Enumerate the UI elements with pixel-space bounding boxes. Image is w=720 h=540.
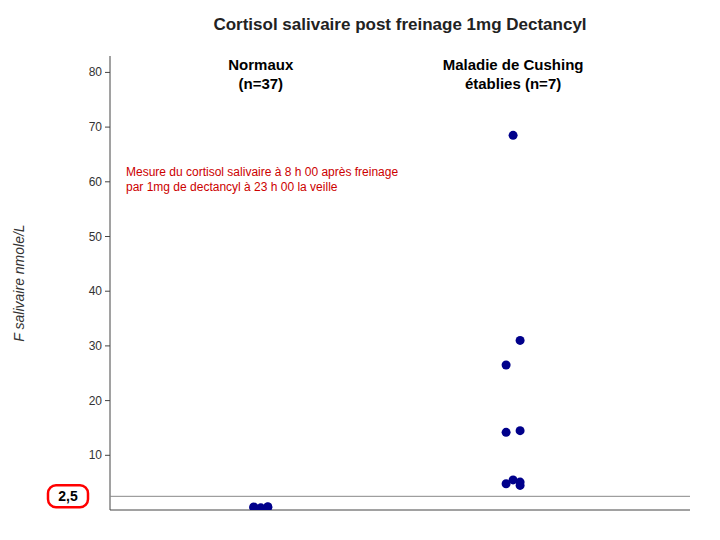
y-tick-label: 10 [89,448,103,462]
y-tick-label: 60 [89,175,103,189]
point [502,428,511,437]
chart: Cortisol salivaire post freinage 1mg Dec… [0,0,720,540]
y-tick-label: 30 [89,339,103,353]
annotation-line: par 1mg de dectancyl à 23 h 00 la veille [126,180,338,194]
category-label-line: Normaux [228,56,294,73]
y-tick-label: 70 [89,120,103,134]
annotation: Mesure du cortisol salivaire à 8 h 00 ap… [126,165,398,194]
y-tick-label: 40 [89,284,103,298]
point [516,481,525,490]
y-axis-label: F salivaire nmole/L [11,224,27,341]
y-tick [105,72,110,73]
y-tick [105,455,110,456]
y-tick [105,236,110,237]
point [516,336,525,345]
y-tick [105,400,110,401]
y-tick-label: 20 [89,394,103,408]
point [502,479,511,488]
category-label: Normaux (n=37) [228,56,294,92]
annotation-line: Mesure du cortisol salivaire à 8 h 00 ap… [126,165,398,179]
y-tick [105,127,110,128]
point [249,502,258,510]
category-label: Maladie de Cushing établies (n=7) [443,56,584,92]
point [249,503,258,510]
reference-line [110,496,690,497]
title: Cortisol salivaire post freinage 1mg Dec… [213,15,586,34]
y-tick [105,181,110,182]
y-tick-label: 80 [89,65,103,79]
point [263,503,272,510]
category-label-line: Maladie de Cushing [443,56,584,73]
point [509,131,518,140]
y-tick [105,345,110,346]
y-tick [105,291,110,292]
category-label-line: établies (n=7) [465,75,561,92]
point [263,502,272,510]
reference-label: 2,5 [58,488,78,504]
x-axis-line [110,510,690,511]
reference-label-box [48,485,88,507]
category-label-line: (n=37) [238,75,283,92]
y-tick-label: 50 [89,230,103,244]
point [502,361,511,370]
point [516,426,525,435]
y-axis-line [110,56,111,510]
